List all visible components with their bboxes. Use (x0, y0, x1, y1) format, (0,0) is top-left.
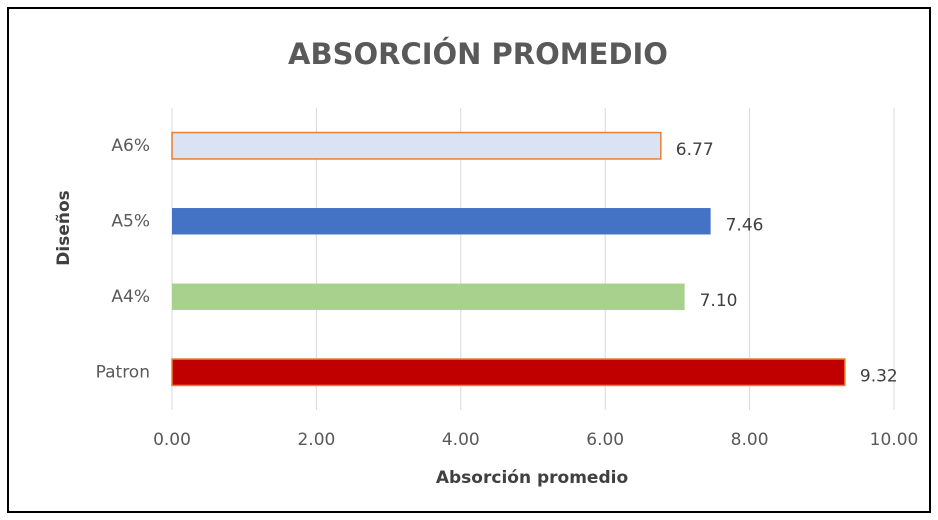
value-label: 7.10 (700, 291, 738, 311)
y-axis-label: Diseños (54, 190, 74, 266)
x-axis-label: Absorción promedio (436, 468, 628, 488)
value-label: 7.46 (726, 215, 764, 235)
x-tick-label: 0.00 (153, 430, 191, 450)
x-tick-label: 2.00 (297, 430, 335, 450)
y-tick-label: A4% (111, 287, 150, 307)
y-tick-label: Patron (96, 362, 150, 382)
bar (171, 358, 846, 387)
bar (172, 283, 685, 310)
chart-title: ABSORCIÓN PROMEDIO (288, 37, 668, 71)
x-tick-label: 8.00 (731, 430, 769, 450)
x-tick-label: 10.00 (870, 430, 919, 450)
value-label: 9.32 (860, 366, 898, 386)
bar (172, 208, 711, 235)
y-tick-label: A6% (111, 136, 150, 156)
value-label: 6.77 (676, 140, 714, 160)
chart-frame (7, 7, 931, 513)
x-tick-label: 4.00 (442, 430, 480, 450)
x-tick-label: 6.00 (586, 430, 624, 450)
bar (171, 131, 662, 160)
y-tick-label: A5% (111, 211, 150, 231)
